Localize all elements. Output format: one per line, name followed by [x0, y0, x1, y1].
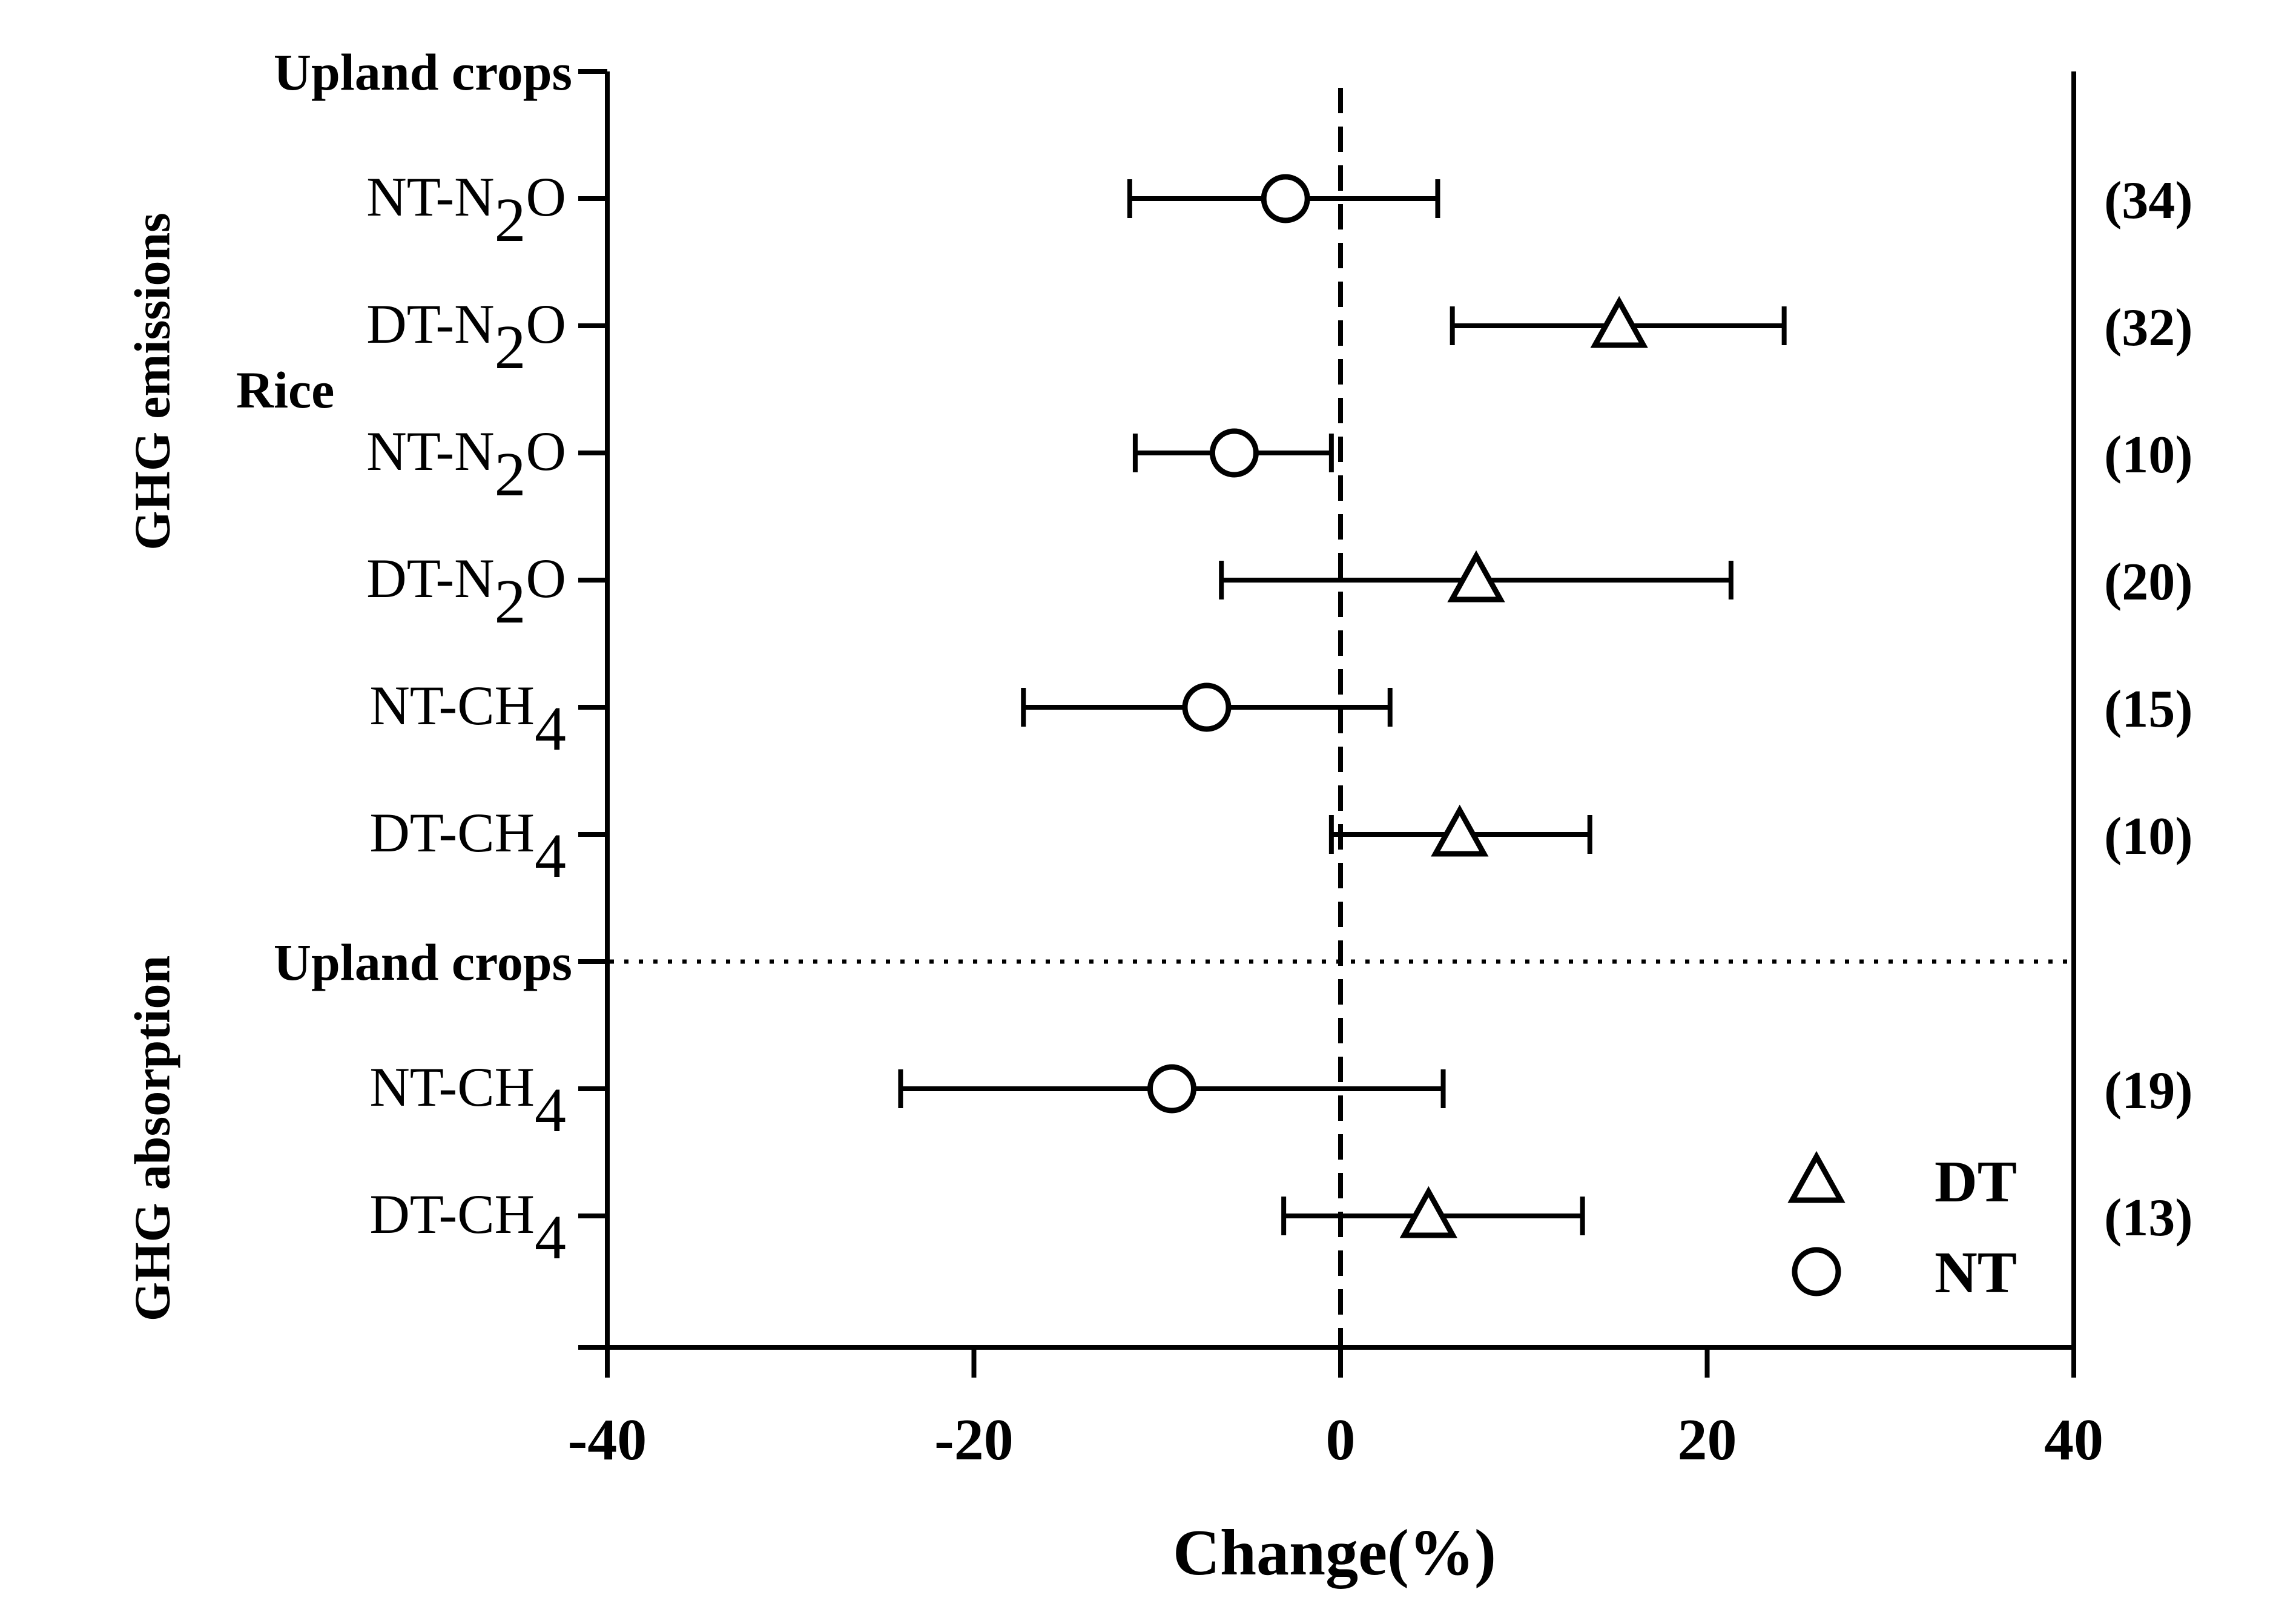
group-label-g-upland-emission: Upland crops [274, 43, 572, 101]
row-label-up-nt-n2o: NT-N2O [366, 166, 566, 255]
point-circle-rice-nt-ch4 [1182, 682, 1232, 732]
plot-frame [578, 69, 2076, 1378]
row-label-rice-nt-n2o: NT-N2O [366, 420, 566, 509]
legend-circle-icon [1792, 1247, 1841, 1296]
point-triangle-abs-dt-ch4 [1399, 1186, 1457, 1238]
labels-layer: -40 -20 0 20 40 Upland crops Rice Upland crops G… [124, 43, 2192, 1473]
x-tick-label: -40 [568, 1407, 647, 1473]
sample-size-rice-nt-ch4: (15) [2104, 680, 2193, 739]
sample-size-abs-dt-ch4: (13) [2104, 1189, 2193, 1247]
point-triangle-rice-dt-ch4 [1431, 804, 1489, 857]
x-axis-title: Change(%) [1173, 1517, 1496, 1589]
row-label-up-dt-n2o: DT-N2O [366, 293, 566, 382]
row-label-abs-nt-ch4: NT-CH4 [369, 1056, 566, 1145]
point-circle-abs-nt-ch4 [1147, 1064, 1196, 1114]
legend-label-nt: NT [1935, 1240, 2017, 1306]
marks-layer [898, 174, 1846, 1296]
x-tick-label: 0 [1326, 1407, 1356, 1473]
grid-layer [610, 88, 2074, 1347]
row-label-rice-nt-ch4: NT-CH4 [369, 675, 566, 764]
legend-triangle-icon [1787, 1151, 1846, 1203]
sample-size-rice-dt-n2o: (20) [2104, 553, 2193, 612]
point-circle-rice-nt-n2o [1209, 428, 1259, 478]
sample-size-rice-dt-ch4: (10) [2104, 807, 2193, 866]
section-label-sec-absorption: GHG absorption [124, 956, 180, 1321]
row-label-abs-dt-ch4: DT-CH4 [369, 1183, 566, 1272]
sample-size-up-nt-n2o: (34) [2104, 171, 2193, 230]
x-tick-label: 40 [2044, 1407, 2103, 1473]
point-triangle-rice-dt-n2o [1447, 550, 1505, 603]
legend-label-dt: DT [1935, 1149, 2017, 1215]
point-circle-up-nt-n2o [1261, 174, 1310, 223]
sample-size-up-dt-n2o: (32) [2104, 299, 2193, 357]
group-label-g-upland-absorption: Upland crops [274, 933, 572, 991]
sample-size-abs-nt-ch4: (19) [2104, 1062, 2193, 1120]
sample-size-rice-nt-n2o: (10) [2104, 426, 2193, 484]
x-tick-label: -20 [934, 1407, 1014, 1473]
group-label-g-rice: Rice [236, 361, 334, 419]
point-triangle-up-dt-n2o [1590, 296, 1648, 348]
x-tick-label: 20 [1678, 1407, 1737, 1473]
row-label-rice-dt-n2o: DT-N2O [366, 547, 566, 636]
section-label-sec-emissions: GHG emissions [124, 213, 180, 550]
row-label-rice-dt-ch4: DT-CH4 [369, 802, 566, 891]
